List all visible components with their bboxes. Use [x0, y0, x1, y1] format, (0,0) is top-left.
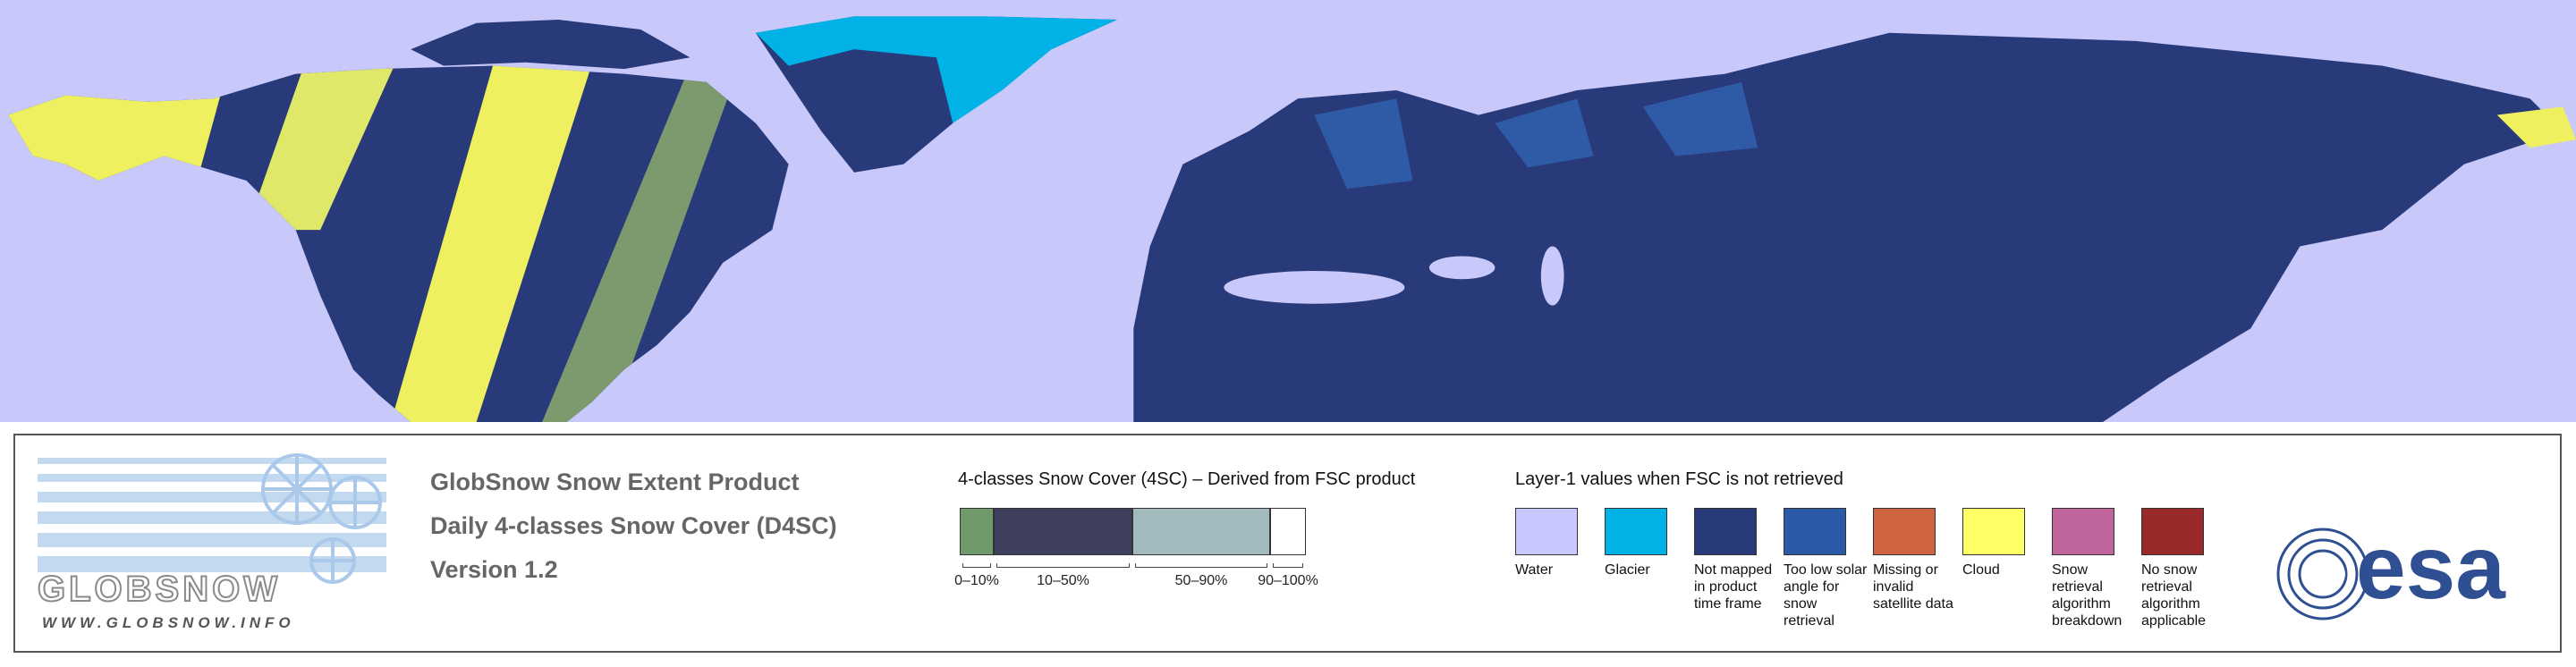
item-swatch: [1784, 508, 1846, 555]
snowflakes: [261, 453, 382, 584]
class-bracket: [996, 563, 1130, 568]
snow-cover-legend: 0–10% 10–50% 50–90% 90–100%: [954, 508, 1318, 606]
product-version: Version 1.2: [430, 556, 558, 583]
low-sun-area: [1314, 98, 1413, 190]
logo-name: GLOBSNOW: [38, 570, 281, 609]
item-swatch: [2052, 508, 2114, 555]
greenland-ice: [755, 16, 1117, 123]
class-label cls-label: 50–90%: [1174, 573, 1228, 588]
item-label: Snow retrieval algorithm breakdown: [2052, 562, 2123, 629]
layer1-legend: Water Glacier Not mapped in product time f…: [1515, 508, 2249, 642]
band: [2496, 106, 2576, 148]
class-bracket: [962, 563, 991, 568]
esa-wordmark: esa: [2356, 525, 2506, 618]
caspian-sea: [1540, 246, 1564, 306]
logo-stripes: [38, 458, 386, 572]
product-subtitle: Daily 4-classes Snow Cover (D4SC): [430, 512, 837, 539]
class-label cls-label: 0–10%: [954, 573, 999, 588]
eurasia-africa: [1133, 32, 2563, 422]
arctic-islands: [411, 20, 691, 70]
band: [246, 65, 394, 231]
globsnow-logo: GLOBSNOW WWW.GLOBSNOW.INFO: [38, 453, 386, 631]
item-label: Cloud: [1962, 562, 2000, 578]
snow-map: [0, 0, 2576, 422]
item-label: Water: [1515, 562, 1554, 578]
product-title: GlobSnow Snow Extent Product: [430, 469, 800, 495]
item-label: Glacier: [1605, 562, 1650, 578]
low-sun-area: [1495, 98, 1594, 168]
land: [8, 16, 2576, 422]
esa-emblem-core: [2313, 558, 2345, 590]
black-sea: [1428, 256, 1496, 280]
item-label: Too low solar angle for snow retrieval: [1784, 562, 1868, 629]
item-label: Missing or invalid satellite data: [1873, 562, 1953, 612]
band: [391, 65, 592, 422]
band: [542, 65, 740, 422]
item-label: Not mapped in product time frame: [1694, 562, 1773, 612]
class-swatch: [1270, 508, 1306, 555]
low-sun-area: [1642, 81, 1758, 156]
esa-emblem: [2276, 528, 2369, 621]
swath-bands: [8, 65, 740, 422]
item-swatch: [1605, 508, 1667, 555]
logo-url: WWW.GLOBSNOW.INFO: [42, 614, 295, 631]
class-bracket: [1273, 563, 1303, 568]
class-swatch: [994, 508, 1132, 555]
snow-cover-legend-title: 4-classes Snow Cover (4SC) – Derived fro…: [958, 469, 1416, 489]
class-label cls-label: 10–50%: [1037, 573, 1089, 588]
class-swatch: [1132, 508, 1270, 555]
item-swatch: [1962, 508, 2025, 555]
mediterranean: [1224, 271, 1405, 304]
layer1-legend-title: Layer-1 values when FSC is not retrieved: [1515, 469, 1843, 489]
item-swatch: [1873, 508, 1936, 555]
class-label cls-label: 90–100%: [1258, 573, 1318, 588]
item-swatch: [1694, 508, 1757, 555]
item-swatch: [2141, 508, 2204, 555]
item-swatch: [1515, 508, 1578, 555]
legend-panel: GLOBSNOW WWW.GLOBSNOW.INFO GlobSnow Snow…: [13, 434, 2562, 653]
class-swatch: [960, 508, 994, 555]
item-label: No snow retrieval algorithm applicable: [2141, 562, 2207, 629]
esa-logo: esa: [2276, 525, 2506, 621]
class-bracket: [1135, 563, 1267, 568]
